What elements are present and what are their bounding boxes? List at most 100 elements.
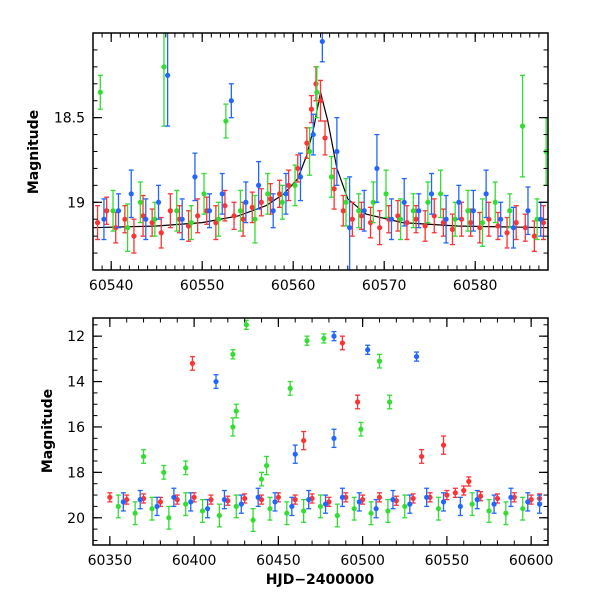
bottom-series0-point	[477, 493, 484, 499]
top-y-tick-label: 18.5	[54, 111, 85, 127]
bottom-series0-point	[440, 442, 447, 448]
bottom-series2-point	[289, 503, 295, 510]
bottom-series0-point	[466, 478, 472, 485]
bottom-series0-point	[494, 495, 501, 502]
top-series2-point	[297, 174, 304, 180]
bottom-series1-point	[317, 503, 324, 510]
bottom-series2-point	[413, 353, 420, 360]
top-series2-point	[525, 208, 531, 214]
top-series0-point	[495, 223, 501, 229]
bottom-series1-point	[115, 503, 121, 510]
bottom-y-axis-title: Magnitude	[40, 389, 56, 473]
top-series0-point	[231, 213, 237, 219]
bottom-series2-point	[536, 501, 543, 507]
bottom-series1-point	[334, 512, 340, 519]
bottom-series1-point	[503, 510, 509, 516]
top-panel-ticks: 60540 60550 60560 60570 60580 18.5 19	[54, 32, 549, 294]
bottom-x-tick-label: 60400	[172, 553, 217, 569]
top-series2-point	[510, 225, 517, 231]
top-series0-point	[449, 226, 456, 232]
bottom-series0-point	[452, 490, 458, 496]
top-series2-point	[192, 174, 198, 180]
bottom-x-tick-label: 60500	[340, 553, 385, 569]
bottom-series2-point	[356, 499, 362, 505]
top-series2-point	[498, 216, 504, 222]
bottom-series2-point	[154, 503, 160, 510]
top-series1-point	[124, 225, 131, 231]
top-series0-point	[331, 186, 337, 192]
bottom-series1-point	[358, 426, 364, 432]
top-series1-point	[452, 216, 458, 222]
bottom-y-tick-label: 12	[67, 329, 85, 345]
bottom-series1-point	[149, 506, 155, 512]
top-series0-point	[531, 233, 537, 239]
bottom-series0-point	[461, 487, 467, 494]
bottom-series2-point	[120, 499, 126, 505]
top-series2-point	[256, 182, 262, 188]
bottom-series1-point	[284, 510, 290, 516]
top-series2-point	[388, 216, 395, 222]
bottom-series2-point	[525, 499, 531, 505]
bottom-series0-point	[157, 499, 164, 505]
bottom-series2-point	[213, 378, 219, 385]
top-series1-point	[223, 118, 229, 124]
top-series2-point	[155, 199, 162, 205]
bottom-series0-point	[189, 360, 196, 366]
bottom-series1-point	[230, 424, 236, 430]
top-series0-point	[222, 203, 228, 209]
top-series2-point	[347, 225, 353, 231]
bottom-series0-point	[107, 494, 113, 500]
top-y-tick-label: 19	[67, 195, 85, 211]
bottom-series2-point	[508, 494, 514, 500]
bottom-y-tick-label: 14	[67, 375, 85, 391]
top-series1-point	[356, 208, 362, 214]
bottom-series2-point	[390, 497, 396, 503]
top-series2-point	[243, 199, 249, 205]
bottom-series2-point	[221, 497, 228, 503]
top-series1-point	[383, 191, 389, 197]
top-series0-point	[522, 225, 528, 231]
top-series1-point	[370, 199, 376, 205]
top-series2-point	[483, 191, 489, 197]
top-series0-point	[358, 213, 365, 219]
top-series0-point	[317, 98, 324, 104]
top-series2-point	[228, 98, 234, 104]
bottom-series2-point	[322, 501, 329, 507]
bottom-series0-point	[242, 495, 248, 502]
bottom-series1-point	[368, 510, 374, 516]
top-series0-point	[377, 225, 383, 231]
top-series2-point	[319, 38, 325, 45]
top-series2-point	[361, 208, 367, 214]
top-series1-point	[492, 199, 498, 205]
top-series1-point	[188, 220, 194, 226]
top-series0-point	[513, 220, 519, 226]
bottom-series1-point	[402, 503, 408, 510]
bottom-series0-point	[275, 494, 281, 500]
bottom-series0-point	[376, 494, 383, 500]
top-series2-point	[219, 191, 225, 197]
top-series1-point	[152, 216, 158, 222]
top-series0-point	[295, 165, 301, 172]
bottom-series1-point	[267, 506, 273, 512]
top-y-axis-title: Magnitude	[26, 110, 42, 194]
top-series0-point	[340, 208, 346, 214]
bottom-series1-point	[469, 501, 475, 507]
bottom-series2-point	[407, 501, 413, 507]
bottom-series2-point	[365, 347, 371, 353]
bottom-series2-point	[188, 499, 194, 505]
bottom-y-tick-label: 18	[67, 465, 85, 481]
bottom-series1-point	[230, 351, 236, 357]
top-series2-point	[310, 131, 316, 138]
top-series1-point	[425, 199, 431, 205]
bottom-series1-point	[520, 506, 526, 512]
top-series2-point	[206, 208, 213, 214]
top-series0-point	[113, 225, 119, 231]
top-series2-point	[179, 216, 185, 222]
top-panel-data-layer	[93, 33, 548, 270]
top-series0-point	[504, 230, 510, 236]
bottom-x-tick-label: 60450	[256, 553, 301, 569]
top-series1-point	[479, 220, 486, 226]
bottom-series1-point	[243, 322, 249, 328]
top-series1-point	[215, 216, 222, 222]
